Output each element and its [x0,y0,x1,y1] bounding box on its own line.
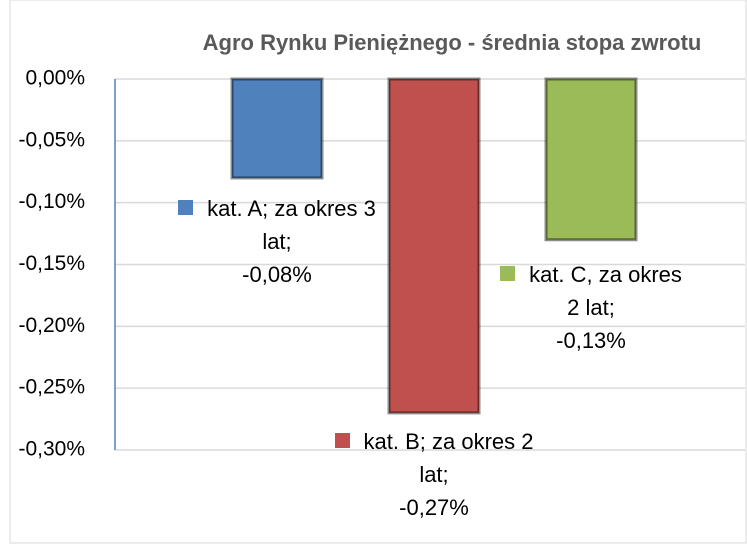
data-label: kat. B; za okres 2 lat; -0,27% [334,425,534,524]
data-label-category: kat. C, za okres 2 lat; [529,262,682,320]
y-tick-label: -0,25% [18,376,85,399]
legend-key [500,266,516,281]
y-tick-label: -0,05% [18,128,85,151]
chart-title: Agro Rynku Pieniężnego - średnia stopa z… [203,30,702,55]
data-label: kat. C, za okres 2 lat; -0,13% [491,258,691,357]
y-tick-label: 0,00% [25,67,85,90]
y-tick-label: -0,30% [18,438,85,461]
data-label-value: -0,13% [556,328,626,353]
bar [387,77,481,415]
data-label-category: kat. B; za okres 2 lat; [363,429,534,487]
bar [230,77,324,180]
legend-key [334,433,350,448]
y-tick-label: -0,10% [18,190,85,213]
chart-frame [9,0,747,544]
legend-key [178,200,194,215]
y-tick-label: -0,20% [18,314,85,337]
data-label-value: -0,08% [242,262,312,287]
bar [544,77,638,242]
y-tick-label: -0,15% [18,252,85,275]
data-label-category: kat. A; za okres 3 lat; [207,196,376,254]
data-label: kat. A; za okres 3 lat; -0,08% [177,192,377,291]
data-label-value: -0,27% [399,495,469,520]
